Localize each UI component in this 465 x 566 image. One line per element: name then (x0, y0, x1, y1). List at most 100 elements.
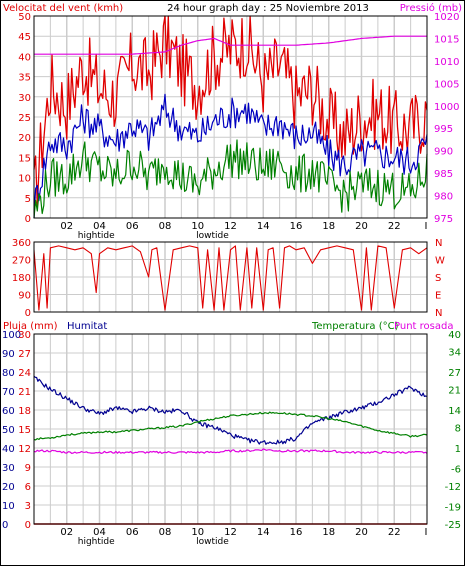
pressure-tick-label: 1000 (434, 102, 459, 113)
wind-tick-label: 0 (25, 214, 31, 225)
time-tick-label: 18 (322, 221, 335, 232)
wind-tick-label: 40 (18, 52, 31, 63)
rain-tick-label: 15 (18, 425, 31, 436)
time-tick-label: I (425, 221, 428, 232)
pressure-tick-label: 975 (434, 214, 453, 225)
plot-frame-3 (33, 333, 428, 525)
temperature-tick-label: -12 (445, 482, 461, 493)
time-tick-label: 20 (355, 527, 368, 538)
rain-tick-label: 30 (18, 330, 31, 341)
tide-label: hightide (78, 231, 115, 241)
tide-label: hightide (78, 537, 115, 547)
rain-tick-label: 6 (25, 482, 31, 493)
wind-tick-label: 30 (18, 93, 31, 104)
temperature-tick-label: 1 (455, 444, 461, 455)
humidity-tick-label: 40 (2, 444, 15, 455)
pressure-tick-label: 1015 (434, 34, 459, 45)
compass-tick-label: W (435, 256, 445, 267)
rain-tick-label: 24 (18, 368, 31, 379)
wind-tick-label: 35 (18, 73, 31, 84)
temperature-line (33, 411, 428, 441)
humidity-tick-label: 70 (2, 387, 15, 398)
rain-tick-label: 9 (25, 463, 31, 474)
wind-tick-label: 15 (18, 153, 31, 164)
tide-label: lowtide (196, 537, 229, 547)
humidity-tick-label: 20 (2, 482, 15, 493)
time-tick-label: 02 (60, 527, 73, 538)
pressure-tick-label: 990 (434, 147, 453, 158)
wind-tick-label: 50 (18, 12, 31, 23)
time-tick-label: 08 (159, 221, 172, 232)
direction-tick-label: 270 (12, 256, 31, 267)
dew-point-line (33, 448, 428, 454)
compass-tick-label: N (435, 238, 442, 249)
direction-line (33, 245, 428, 311)
wind-gust-line (33, 15, 428, 208)
temperature-tick-label: -19 (445, 502, 461, 513)
time-tick-label: 22 (388, 527, 401, 538)
humidity-tick-label: 30 (2, 463, 15, 474)
pressure-tick-label: 980 (434, 192, 453, 203)
wind-tick-label: 20 (18, 133, 31, 144)
dew-axis-label: Punt rosada (394, 321, 453, 332)
wind-average-line (33, 93, 428, 219)
time-tick-label: 20 (355, 221, 368, 232)
humidity-tick-label: 80 (2, 368, 15, 379)
humidity-tick-label: 0 (2, 520, 8, 531)
time-tick-label: 12 (224, 221, 237, 232)
direction-tick-label: 180 (12, 273, 31, 284)
time-tick-label: 10 (191, 527, 204, 538)
pressure-tick-label: 985 (434, 169, 453, 180)
pressure-tick-label: 1010 (434, 57, 459, 68)
time-tick-label: 16 (290, 527, 303, 538)
wind-tick-label: 25 (18, 113, 31, 124)
compass-tick-label: S (435, 273, 441, 284)
humidity-line (33, 375, 428, 445)
direction-tick-label: 0 (25, 308, 31, 319)
wind-axis-label: Velocitat del vent (kmh) (3, 3, 123, 14)
wind-tick-label: 45 (18, 32, 31, 43)
temperature-tick-label: 8 (455, 424, 461, 435)
direction-tick-label: 360 (12, 238, 31, 249)
time-tick-label: 02 (60, 221, 73, 232)
time-tick-label: 16 (290, 221, 303, 232)
pressure-tick-label: 1020 (434, 12, 459, 23)
wind-minimum-line (33, 139, 428, 219)
humidity-tick-label: 100 (2, 330, 21, 341)
wind-tick-label: 10 (18, 174, 31, 185)
pressure-tick-label: 1005 (434, 79, 459, 90)
time-tick-label: 10 (191, 221, 204, 232)
rain-tick-label: 0 (25, 520, 31, 531)
chart-title: 24 hour graph day : 25 Noviembre 2013 (167, 3, 369, 14)
humidity-tick-label: 50 (2, 425, 15, 436)
humidity-tick-label: 90 (2, 349, 15, 360)
rain-tick-label: 27 (18, 349, 31, 360)
tide-label: lowtide (196, 231, 229, 241)
humidity-tick-label: 60 (2, 406, 15, 417)
rain-axis-label: Pluja (mm) (3, 321, 58, 332)
time-tick-label: I (425, 527, 428, 538)
rain-tick-label: 21 (18, 387, 31, 398)
time-tick-label: 04 (93, 527, 106, 538)
temperature-tick-label: 34 (448, 348, 461, 359)
compass-tick-label: N (435, 308, 442, 319)
temperature-tick-label: 14 (448, 406, 461, 417)
time-tick-label: 18 (322, 527, 335, 538)
time-tick-label: 06 (126, 221, 139, 232)
humidity-tick-label: 10 (2, 501, 15, 512)
rain-tick-label: 12 (18, 444, 31, 455)
temperature-tick-label: 40 (448, 330, 461, 341)
temperature-tick-label: 27 (448, 368, 461, 379)
pressure-line (34, 35, 427, 55)
pressure-axis-label: Pressió (mb) (400, 2, 462, 14)
temperature-tick-label: -6 (451, 464, 461, 475)
temperature-axis-label: Temperatura (°C) (311, 321, 399, 332)
compass-tick-label: E (435, 291, 441, 302)
plot-frame-1 (33, 15, 428, 219)
rain-tick-label: 3 (25, 501, 31, 512)
plot-frame-2 (33, 241, 428, 313)
temperature-tick-label: -25 (445, 520, 461, 531)
time-tick-label: 12 (224, 527, 237, 538)
wind-tick-label: 5 (25, 194, 31, 205)
